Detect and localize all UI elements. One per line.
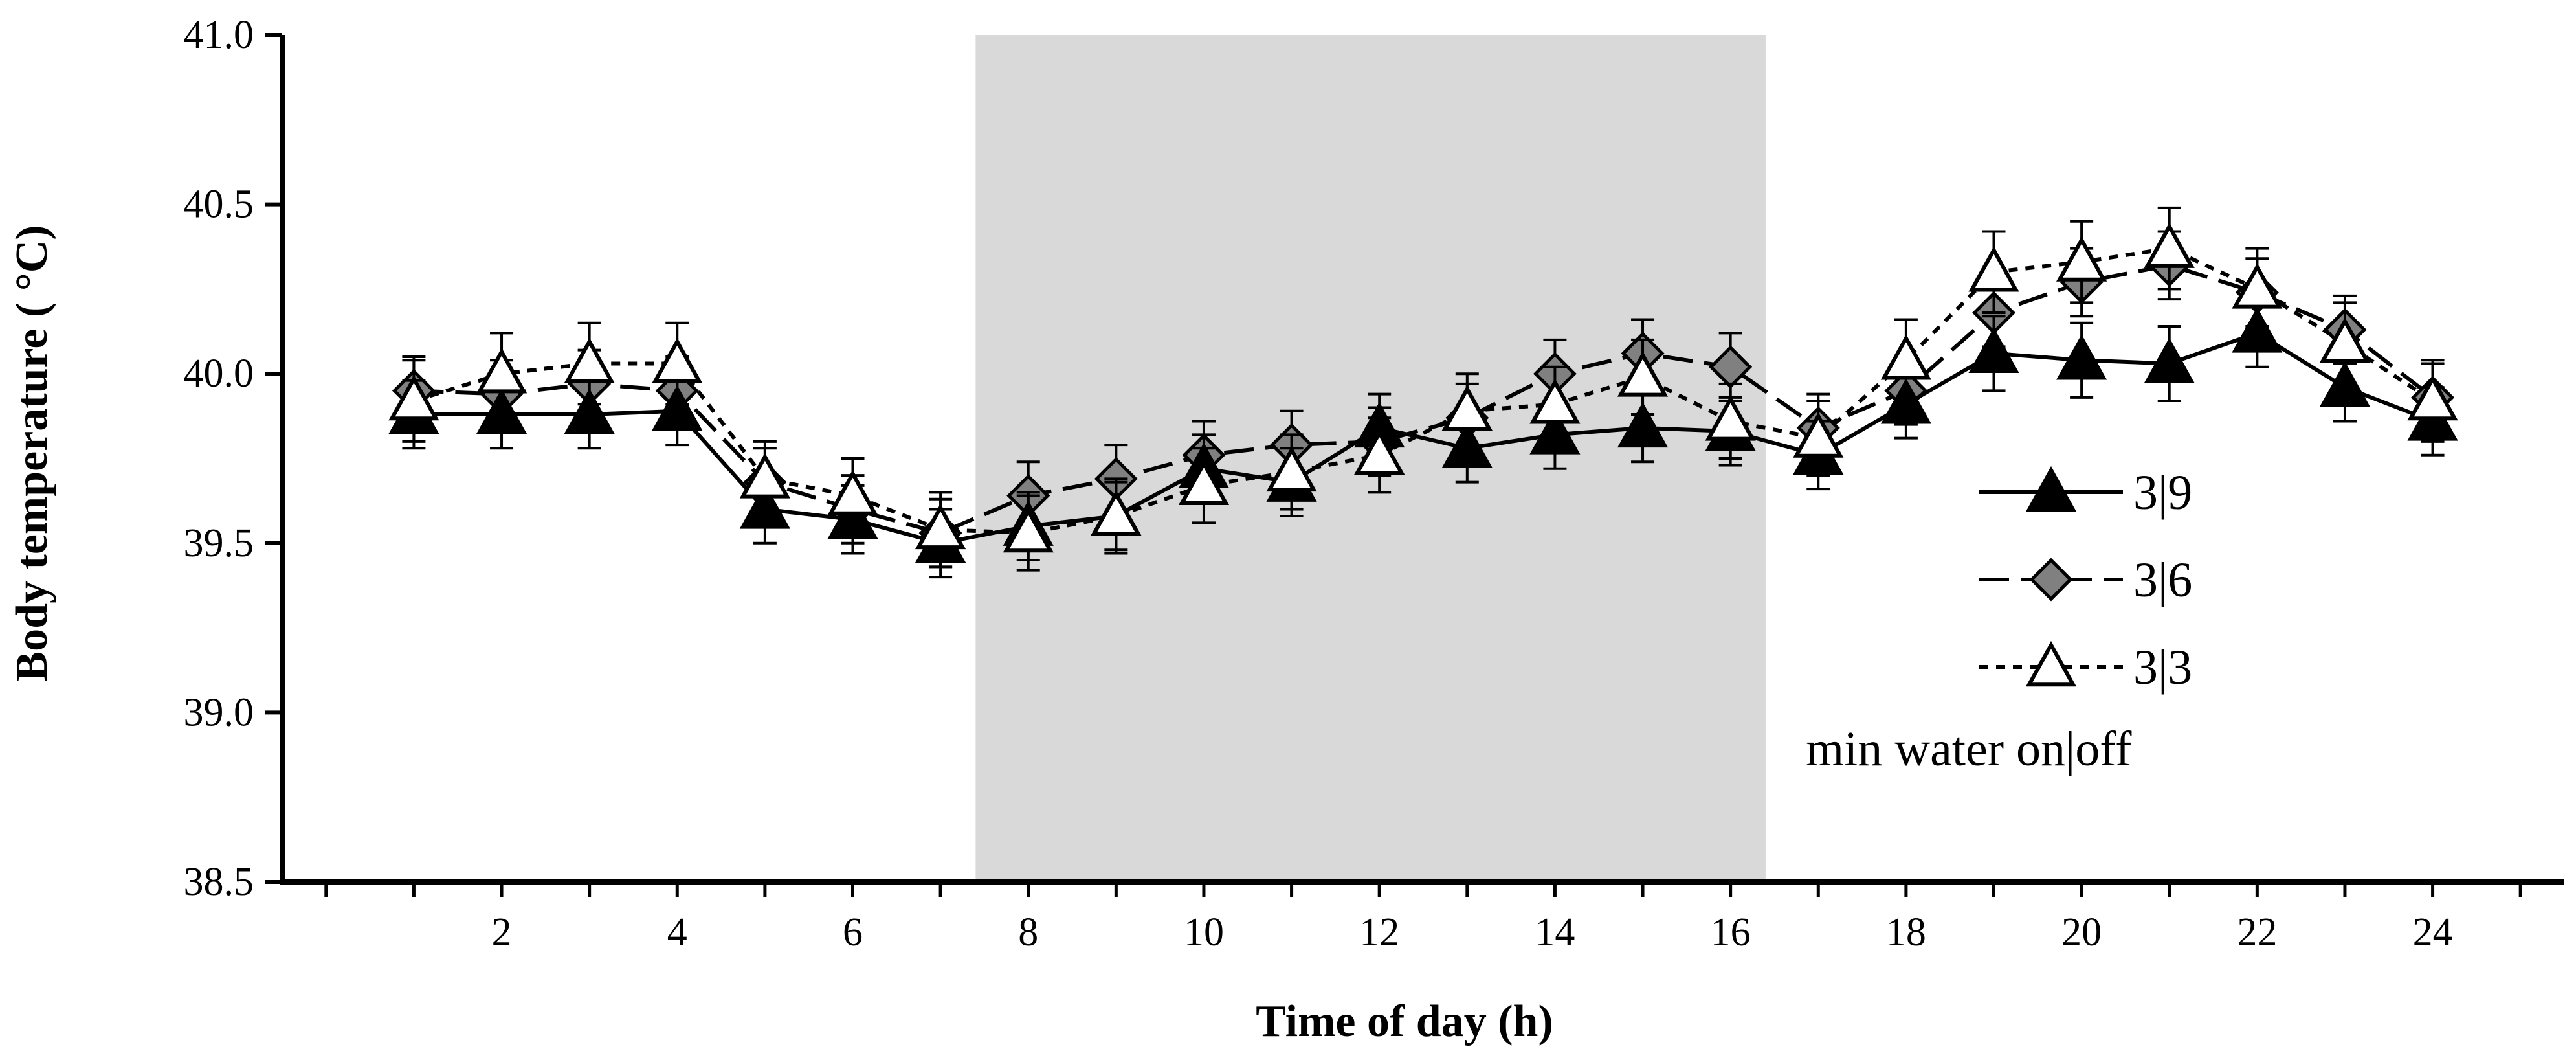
y-tick-label: 38.5 [184,860,254,904]
data-point [1968,327,2019,374]
data-point [564,388,615,434]
data-point [2056,236,2107,282]
data-point [915,503,966,550]
data-point [476,348,527,394]
legend-label: 3|3 [2133,640,2192,695]
data-point [1793,412,1844,458]
series-3-3 [388,206,2458,572]
data-point [2407,374,2458,421]
x-tick-label: 4 [667,910,687,954]
data-point [1705,395,1756,441]
data-point [2144,222,2195,268]
y-tick-label: 39.0 [184,690,254,734]
y-tick-label: 39.5 [184,521,254,565]
legend-marker [2025,466,2077,512]
legend-marker [2029,558,2073,602]
data-point [1091,490,1142,536]
data-point [1441,385,1493,431]
x-tick-label: 12 [1359,910,1399,954]
x-axis-title: Time of day (h) [1256,997,1553,1046]
data-point [652,337,703,383]
y-axis-title: Body temperature ( °C) [7,225,57,681]
legend: 3|9 3|6 3|3 [1979,466,2192,695]
x-tick-label: 6 [843,910,863,954]
x-tick-label: 16 [1711,910,1751,954]
x-tick-label: 22 [2237,910,2277,954]
x-tick-label: 14 [1535,910,1575,954]
data-point [2319,317,2371,363]
legend-item: 3|3 [1979,640,2192,695]
data-point [2056,334,2107,380]
x-tick-label: 2 [492,910,512,954]
legend-marker [2025,640,2077,687]
data-point [1354,429,1405,475]
x-tick-label: 24 [2413,910,2453,954]
data-point [827,469,878,515]
data-point [2232,263,2283,309]
series-3-9 [388,298,2458,579]
legend-item: 3|6 [1979,553,2192,607]
data-point [388,374,439,421]
axes-layer: 38.539.039.540.040.541.02 4 6 8 10 12 14 16 18 20… [184,13,2564,954]
data-point [1178,459,1230,506]
y-tick-label: 40.0 [184,352,254,396]
y-tick-label: 40.5 [184,183,254,227]
x-tick-label: 18 [1886,910,1926,954]
legend-label: 3|9 [2133,466,2192,520]
x-tick-label: 20 [2061,910,2102,954]
data-point [1968,246,2019,292]
data-point [739,453,790,499]
x-tick-label: 8 [1018,910,1038,954]
series-line [413,246,2434,536]
data-point [1266,445,1317,492]
legend-label: 3|6 [2133,553,2192,607]
series-layer [388,206,2458,579]
legend-item: 3|9 [1979,466,2192,520]
data-point [1529,378,1581,424]
y-tick-label: 41.0 [184,13,254,57]
data-point [1880,334,1931,380]
legend-note: min water on|off [1806,722,2132,776]
data-point [652,385,703,431]
data-point [1617,401,1669,448]
data-point [1617,351,1669,397]
data-point [1003,506,1054,553]
data-point [2144,337,2195,383]
x-tick-label: 10 [1184,910,1224,954]
data-point [564,337,615,383]
